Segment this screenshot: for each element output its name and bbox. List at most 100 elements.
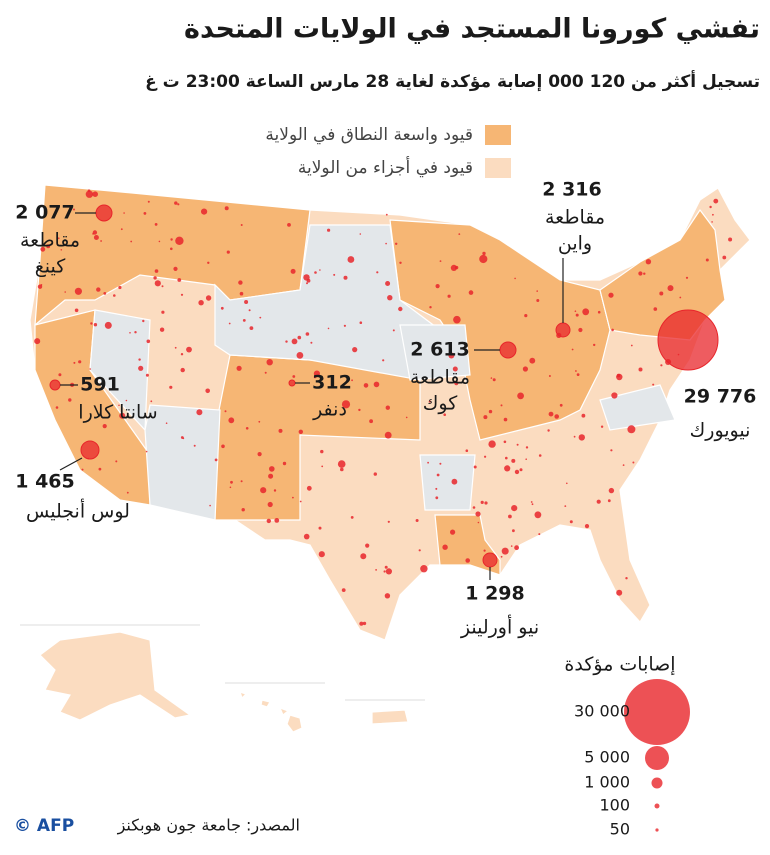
case-dot xyxy=(238,280,243,285)
case-dot xyxy=(224,410,227,413)
case-dot xyxy=(93,323,98,327)
case-dots xyxy=(34,189,733,626)
case-dot xyxy=(575,313,579,317)
case-dot xyxy=(180,436,184,439)
case-dot xyxy=(385,405,390,410)
case-dot xyxy=(643,272,646,275)
case-dot xyxy=(129,332,131,334)
case-dot xyxy=(514,545,519,551)
case-dot xyxy=(382,359,385,362)
case-dot xyxy=(387,520,390,523)
case-dot xyxy=(264,371,267,374)
case-dot xyxy=(230,480,233,484)
case-dot xyxy=(611,392,618,399)
leader-line xyxy=(59,457,83,471)
case-dot xyxy=(154,269,159,273)
case-dot xyxy=(582,308,590,316)
case-dot xyxy=(119,412,126,419)
case-dot xyxy=(78,360,82,364)
case-dot xyxy=(58,373,62,377)
case-dot xyxy=(165,422,168,425)
case-dot xyxy=(722,255,727,260)
case-dot xyxy=(376,271,379,274)
case-dot xyxy=(571,348,574,351)
case-dot xyxy=(538,454,542,457)
case-dot xyxy=(267,501,273,508)
case-dot xyxy=(118,404,120,407)
case-dot xyxy=(548,375,551,377)
callout-value: 591 xyxy=(80,374,120,396)
case-dot xyxy=(435,284,440,289)
case-dot xyxy=(363,383,369,388)
case-dot xyxy=(93,235,99,240)
case-dot xyxy=(454,265,459,270)
city-bubble xyxy=(499,341,517,359)
case-dot xyxy=(369,419,373,424)
state-region xyxy=(419,454,476,511)
callout-label: كوك xyxy=(423,393,458,415)
source: المصدر: جامعة جون هوبكنز xyxy=(117,816,300,836)
callout-label: لوس أنجليس xyxy=(26,499,130,523)
case-dot xyxy=(161,310,165,314)
case-dot xyxy=(490,377,493,379)
case-dot xyxy=(399,261,402,264)
insets xyxy=(20,624,425,733)
case-dot xyxy=(57,237,60,240)
case-dot xyxy=(266,518,271,524)
callout-value: 1 465 xyxy=(15,471,75,493)
case-dot xyxy=(299,500,302,503)
case-dot xyxy=(453,315,461,324)
case-dot xyxy=(158,240,161,243)
case-dot xyxy=(653,307,658,311)
case-dot xyxy=(525,458,527,461)
case-dot xyxy=(96,287,101,292)
case-dot xyxy=(608,487,615,494)
title: تفشي كورونا المستجد في الولايات المتحدة xyxy=(184,14,760,45)
case-dot xyxy=(161,285,164,288)
case-dot xyxy=(530,501,533,503)
case-dot xyxy=(607,499,611,503)
case-dot xyxy=(333,273,336,276)
case-dot xyxy=(142,319,145,323)
case-dot xyxy=(351,379,353,382)
case-dot xyxy=(229,486,232,489)
case-dot xyxy=(450,529,456,535)
case-dot xyxy=(150,400,153,403)
legend-swatch xyxy=(485,125,511,145)
case-dot xyxy=(511,458,516,463)
case-dot xyxy=(305,332,310,336)
case-dot xyxy=(627,425,636,434)
case-dot xyxy=(240,480,243,483)
case-dot xyxy=(504,465,511,472)
case-dot xyxy=(198,300,204,306)
case-dot xyxy=(245,427,249,430)
case-dot xyxy=(525,446,529,449)
case-dot xyxy=(257,452,262,457)
case-dot xyxy=(174,346,177,349)
case-dot xyxy=(505,456,508,460)
case-dot xyxy=(581,413,586,418)
size-legend-label: 5 000 xyxy=(584,748,630,767)
case-dot xyxy=(593,343,596,347)
case-dot xyxy=(384,431,392,439)
case-dot xyxy=(454,381,459,386)
size-legend-circle xyxy=(655,828,659,832)
case-dot xyxy=(510,545,513,547)
legend-label: قيود واسعة النطاق في الولاية xyxy=(265,125,473,145)
case-dot xyxy=(303,274,310,281)
case-dot xyxy=(341,400,351,409)
case-dot xyxy=(340,467,344,472)
case-dot xyxy=(611,328,614,332)
case-dot xyxy=(472,506,476,509)
legend-label: قيود في أجزاء من الولاية xyxy=(298,156,473,178)
case-dot xyxy=(405,416,408,419)
size-legend: 30 000 5 000 1 000 100 50 xyxy=(574,679,690,839)
case-dot xyxy=(569,520,573,524)
case-dot xyxy=(428,400,431,403)
case-dot xyxy=(524,314,528,318)
case-dot xyxy=(398,306,403,312)
case-dot xyxy=(146,339,151,344)
case-dot xyxy=(616,589,623,596)
size-legend-label: 30 000 xyxy=(574,702,630,721)
